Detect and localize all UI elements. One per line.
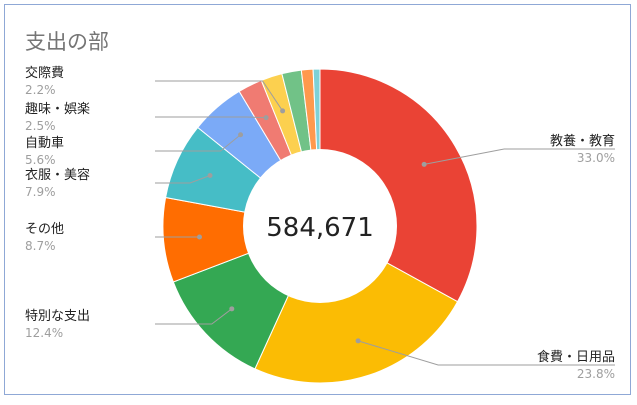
slice-label: 教養・教育 [550, 133, 615, 149]
slice-percent: 23.8% [577, 367, 615, 381]
slice-label: 交際費 [25, 65, 64, 81]
chart-frame: 支出の部 584,671 教養・教育 33.0% 食費・日用品 23.8% 特別な支出 1… [4, 4, 631, 395]
slice-label: 自動車 [25, 136, 64, 151]
slice-percent: 7.9% [25, 185, 56, 199]
center-total-label: 584,671 [266, 213, 374, 243]
slice-percent: 2.5% [25, 119, 56, 133]
slice-label: 衣服・美容 [25, 167, 90, 183]
slice-percent: 12.4% [25, 326, 63, 340]
slice-label: 食費・日用品 [537, 349, 615, 365]
slice-label: 特別な支出 [25, 309, 90, 324]
slice-percent: 8.7% [25, 239, 56, 253]
chart-title: 支出の部 [25, 30, 109, 54]
slice-percent: 5.6% [25, 153, 56, 167]
slice-percent: 33.0% [577, 151, 615, 165]
slice-label: 趣味・娯楽 [25, 101, 90, 117]
donut-chart: 支出の部 584,671 教養・教育 33.0% 食費・日用品 23.8% 特別な支出 1… [5, 5, 632, 396]
slice-percent: 2.2% [25, 83, 56, 97]
slice-label: その他 [25, 222, 64, 237]
